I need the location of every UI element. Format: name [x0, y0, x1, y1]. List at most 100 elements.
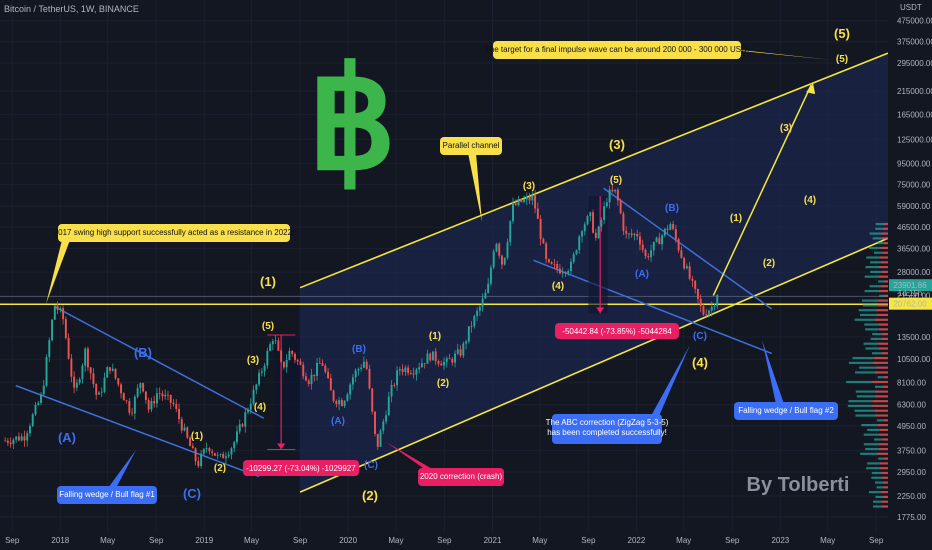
candle-body	[81, 365, 84, 380]
price-tick-label: 59000.00	[897, 202, 931, 211]
candle-body	[216, 454, 219, 456]
candle-body	[186, 427, 189, 438]
candle-body	[67, 337, 70, 359]
volume-profile-bar-down	[880, 246, 888, 250]
drop-1-arrow-head	[277, 443, 286, 450]
candle-body	[318, 362, 321, 364]
candle-body	[296, 359, 299, 362]
candle-body	[64, 319, 67, 338]
candle-body	[581, 231, 583, 237]
volume-profile-bar-up	[861, 299, 878, 302]
wave-minor-2019-1: (1)	[191, 431, 203, 442]
candle-body	[567, 271, 570, 274]
candle-body	[269, 344, 272, 351]
price-tick-label: 1775.00	[897, 513, 926, 522]
volume-profile-bar-down	[883, 495, 888, 499]
candle-body	[293, 353, 296, 360]
volume-profile-bar-down	[876, 313, 888, 317]
candle-body	[42, 385, 45, 395]
candle-body	[238, 424, 241, 432]
candle-body	[652, 241, 655, 251]
wave-abc-2020-c: (C)	[364, 460, 378, 471]
wedge-1-callout-text: Falling wedge / Bull flag #1	[59, 490, 155, 499]
time-tick-label: May	[820, 536, 835, 545]
volume-profile-bar-up	[870, 261, 881, 264]
candle-body	[183, 427, 186, 431]
volume-profile-bar-up	[870, 270, 881, 273]
candle-body	[12, 439, 15, 444]
wedge-2-callout-box	[734, 402, 838, 420]
candle-body	[622, 213, 625, 231]
candle-body	[362, 361, 365, 368]
candle-body	[512, 203, 514, 222]
candle-body	[340, 400, 343, 406]
price-tick-label: 4950.00	[897, 422, 926, 431]
candle-body	[327, 371, 330, 379]
time-tick-label: Sep	[581, 536, 596, 545]
volume-profile-bar-down	[879, 428, 888, 431]
wave-projection-1: (1)	[730, 213, 742, 224]
volume-profile-bar-down	[883, 486, 888, 489]
volume-profile-bar-up	[870, 337, 882, 341]
candle-body	[382, 421, 385, 431]
price-tick-label: 8100.00	[897, 378, 926, 387]
candle-body	[144, 391, 147, 400]
wave-minor-2019-2: (2)	[214, 463, 226, 474]
candle-body	[578, 236, 581, 251]
volume-profile-bar-down	[884, 280, 888, 283]
volume-profile-bar-down	[876, 452, 888, 455]
candle-body	[332, 390, 335, 402]
candle-body	[211, 451, 214, 454]
candle-body	[4, 440, 7, 442]
wave-abc-2020-b: (B)	[352, 344, 366, 355]
candle-body	[467, 326, 470, 342]
candle-body	[117, 378, 120, 385]
drop-1-box	[273, 334, 301, 450]
candle-body	[17, 436, 20, 441]
wave-projection-4: (4)	[804, 195, 816, 206]
price-tick-label: 295000.00	[897, 59, 932, 68]
candle-body	[335, 401, 338, 405]
candle-body	[120, 384, 123, 394]
wedge-2-lower-line	[533, 259, 772, 355]
candle-body	[658, 237, 661, 245]
candle-body	[542, 239, 545, 244]
candle-body	[418, 367, 421, 370]
candle-body	[487, 283, 490, 293]
volume-profile-bar-up	[865, 266, 879, 269]
time-axis-panel	[0, 532, 932, 550]
candle-body	[589, 212, 592, 217]
crash-callout-text: 2020 correction (crash)	[420, 472, 503, 481]
volume-profile-bar-up	[874, 385, 883, 388]
candle-body	[605, 202, 608, 207]
abc-callout-text: The ABC correction (ZigZag 5-3-5)	[546, 418, 669, 427]
candle-body	[313, 374, 316, 376]
candle-body	[20, 436, 23, 441]
volume-profile-bar-up	[878, 457, 885, 460]
candle-body	[302, 364, 305, 377]
volume-profile-bar-up	[868, 491, 881, 494]
candle-body	[153, 401, 156, 404]
swing-high-callout-box	[58, 224, 290, 242]
candle-body	[600, 219, 603, 227]
candle-body	[699, 298, 702, 307]
candle-body	[282, 361, 285, 368]
candle-body	[534, 195, 537, 209]
candle-body	[343, 400, 346, 406]
candle-body	[89, 367, 92, 374]
volume-profile-bar-down	[880, 491, 888, 494]
candle-body	[481, 298, 484, 307]
level-price-tag-bg	[889, 297, 932, 310]
wave-abc-2018-b: (B)	[134, 345, 152, 360]
candle-body	[92, 373, 95, 384]
swing-high-callout-pointer	[46, 240, 70, 304]
volume-profile-bar-up	[858, 309, 877, 312]
price-tick-label: 165000.00	[897, 111, 932, 120]
volume-profile-bar-down	[874, 409, 888, 412]
candle-body	[365, 361, 368, 369]
volume-profile-bar-up	[872, 237, 882, 240]
volume-profile-bar-up	[875, 495, 884, 499]
candle-body	[34, 404, 37, 415]
volume-profile-bar-down	[877, 299, 888, 302]
